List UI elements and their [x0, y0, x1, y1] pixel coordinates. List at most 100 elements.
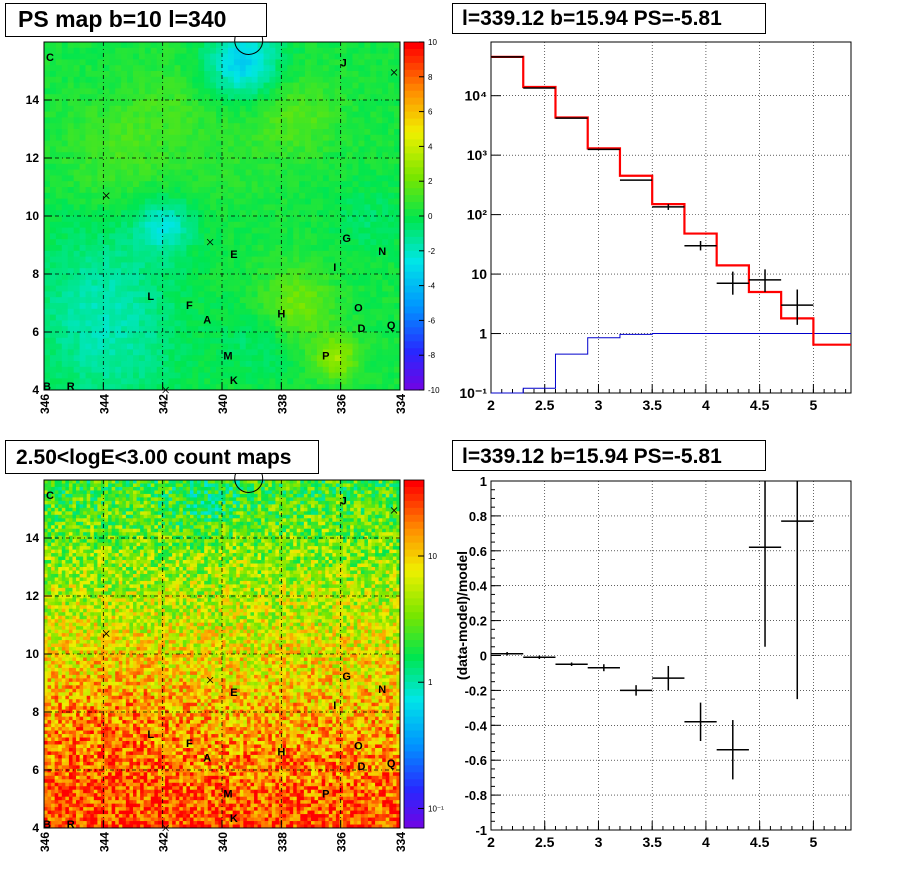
map-cell	[233, 337, 241, 344]
map-cell	[58, 546, 63, 550]
map-cell	[275, 175, 282, 182]
map-cell	[156, 100, 164, 107]
map-cell	[388, 303, 395, 310]
map-cell	[51, 504, 56, 509]
map-cell	[79, 274, 86, 281]
map-cell	[192, 71, 199, 78]
map-cell	[54, 539, 59, 544]
map-cell	[364, 291, 371, 298]
map-cell	[97, 47, 104, 54]
map-cell	[281, 175, 288, 182]
map-cell	[72, 775, 77, 780]
map-cell	[83, 490, 88, 495]
map-cell	[138, 117, 146, 124]
map-cell	[133, 285, 140, 292]
map-cell	[340, 65, 347, 72]
map-cell	[299, 187, 306, 194]
map-cell	[168, 297, 175, 304]
map-cell	[76, 643, 80, 648]
map-cell	[210, 181, 217, 188]
map-cell	[216, 297, 223, 304]
map-cell	[364, 42, 371, 49]
map-cell	[275, 204, 282, 211]
map-cell	[388, 233, 395, 240]
map-cell	[192, 239, 199, 246]
map-cell	[174, 187, 181, 194]
map-cell	[174, 297, 181, 304]
map-cell	[68, 577, 73, 582]
map-cell	[72, 622, 77, 627]
map-cell	[144, 47, 152, 54]
map-cell	[275, 233, 282, 240]
map-cell	[133, 332, 140, 339]
map-cell	[287, 59, 294, 66]
map-cell	[322, 378, 330, 385]
map-cell	[61, 615, 66, 620]
map-cell	[245, 76, 253, 83]
map-cell	[287, 279, 294, 286]
map-cell	[44, 810, 48, 815]
map-cell	[133, 94, 140, 101]
map-cell	[328, 88, 336, 95]
map-cell	[150, 117, 158, 124]
map-cell	[85, 326, 92, 333]
map-cell	[115, 204, 122, 211]
map-cell	[394, 216, 401, 223]
map-cell	[47, 747, 52, 752]
map-cell	[76, 796, 80, 801]
map-cell	[44, 361, 51, 368]
map-cell	[210, 372, 217, 379]
map-cell	[346, 117, 353, 124]
map-cell	[334, 245, 342, 252]
map-cell	[311, 204, 318, 211]
map-cell	[364, 105, 371, 112]
map-cell	[61, 723, 66, 728]
map-cell	[49, 355, 57, 362]
map-cell	[311, 343, 318, 350]
map-cell	[376, 152, 383, 159]
map-cell	[72, 514, 77, 519]
map-cell	[61, 605, 66, 610]
map-cell	[233, 297, 241, 304]
map-cell	[370, 163, 377, 170]
map-cell	[150, 88, 158, 95]
map-cell	[47, 678, 52, 683]
map-cell	[239, 262, 247, 269]
map-cell	[65, 587, 70, 592]
map-cell	[257, 378, 264, 385]
map-cell	[72, 807, 77, 811]
map-cell	[79, 493, 84, 498]
map-cell	[44, 542, 48, 547]
map-cell	[103, 53, 110, 60]
map-cell	[287, 123, 294, 130]
map-cell	[144, 169, 152, 176]
map-cell	[394, 268, 401, 275]
map-cell	[138, 250, 146, 257]
map-cell	[76, 570, 80, 575]
map-cell	[168, 314, 175, 321]
map-cell	[51, 511, 56, 516]
map-cell	[138, 349, 146, 356]
map-cell	[168, 100, 175, 107]
map-cell	[68, 626, 73, 631]
map-cell	[91, 274, 98, 281]
map-cell	[358, 262, 365, 269]
map-cell	[58, 695, 63, 700]
map-cell	[150, 343, 158, 350]
map-cell	[55, 285, 63, 292]
map-cell	[156, 303, 164, 310]
map-cell	[281, 308, 288, 315]
map-cell	[67, 239, 75, 246]
map-cell	[394, 303, 401, 310]
map-cell	[72, 695, 77, 700]
map-cell	[198, 111, 205, 118]
map-cell	[316, 262, 324, 269]
map-cell	[138, 256, 146, 263]
map-cell	[72, 789, 77, 794]
map-cell	[61, 123, 69, 130]
map-cell	[257, 326, 264, 333]
map-cell	[72, 681, 77, 686]
map-cell	[305, 239, 312, 246]
map-cell	[227, 192, 235, 199]
map-cell	[51, 779, 56, 784]
